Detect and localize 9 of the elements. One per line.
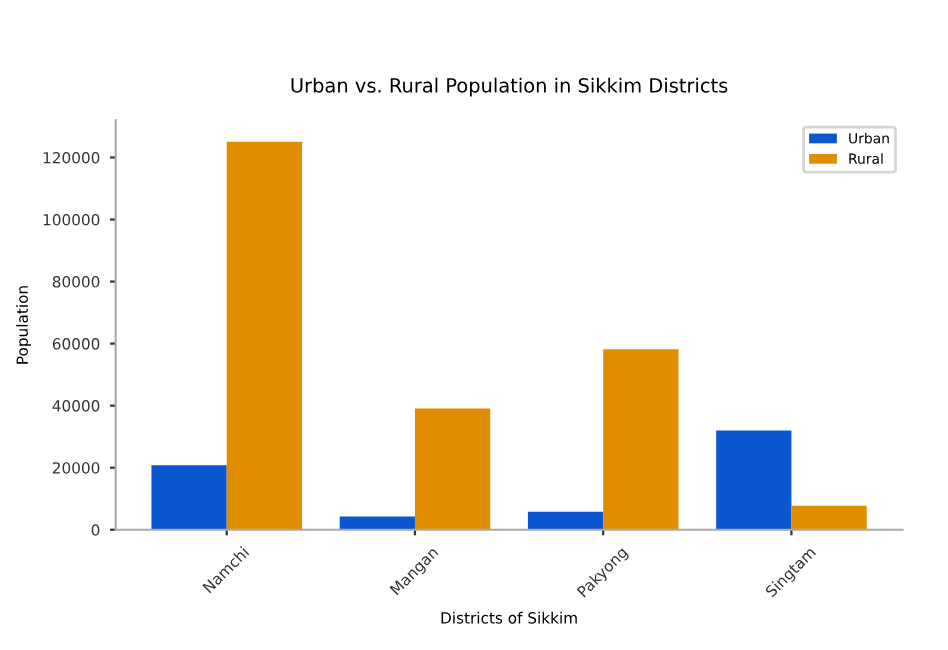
- bar: [791, 505, 867, 530]
- chart-title: Urban vs. Rural Population in Sikkim Districts: [291, 77, 728, 97]
- bar: [414, 408, 491, 530]
- bar: [151, 465, 227, 530]
- bar: [716, 430, 792, 530]
- bar: [603, 349, 679, 530]
- bar: [527, 511, 604, 530]
- bar: [339, 516, 415, 530]
- bar: [226, 141, 303, 530]
